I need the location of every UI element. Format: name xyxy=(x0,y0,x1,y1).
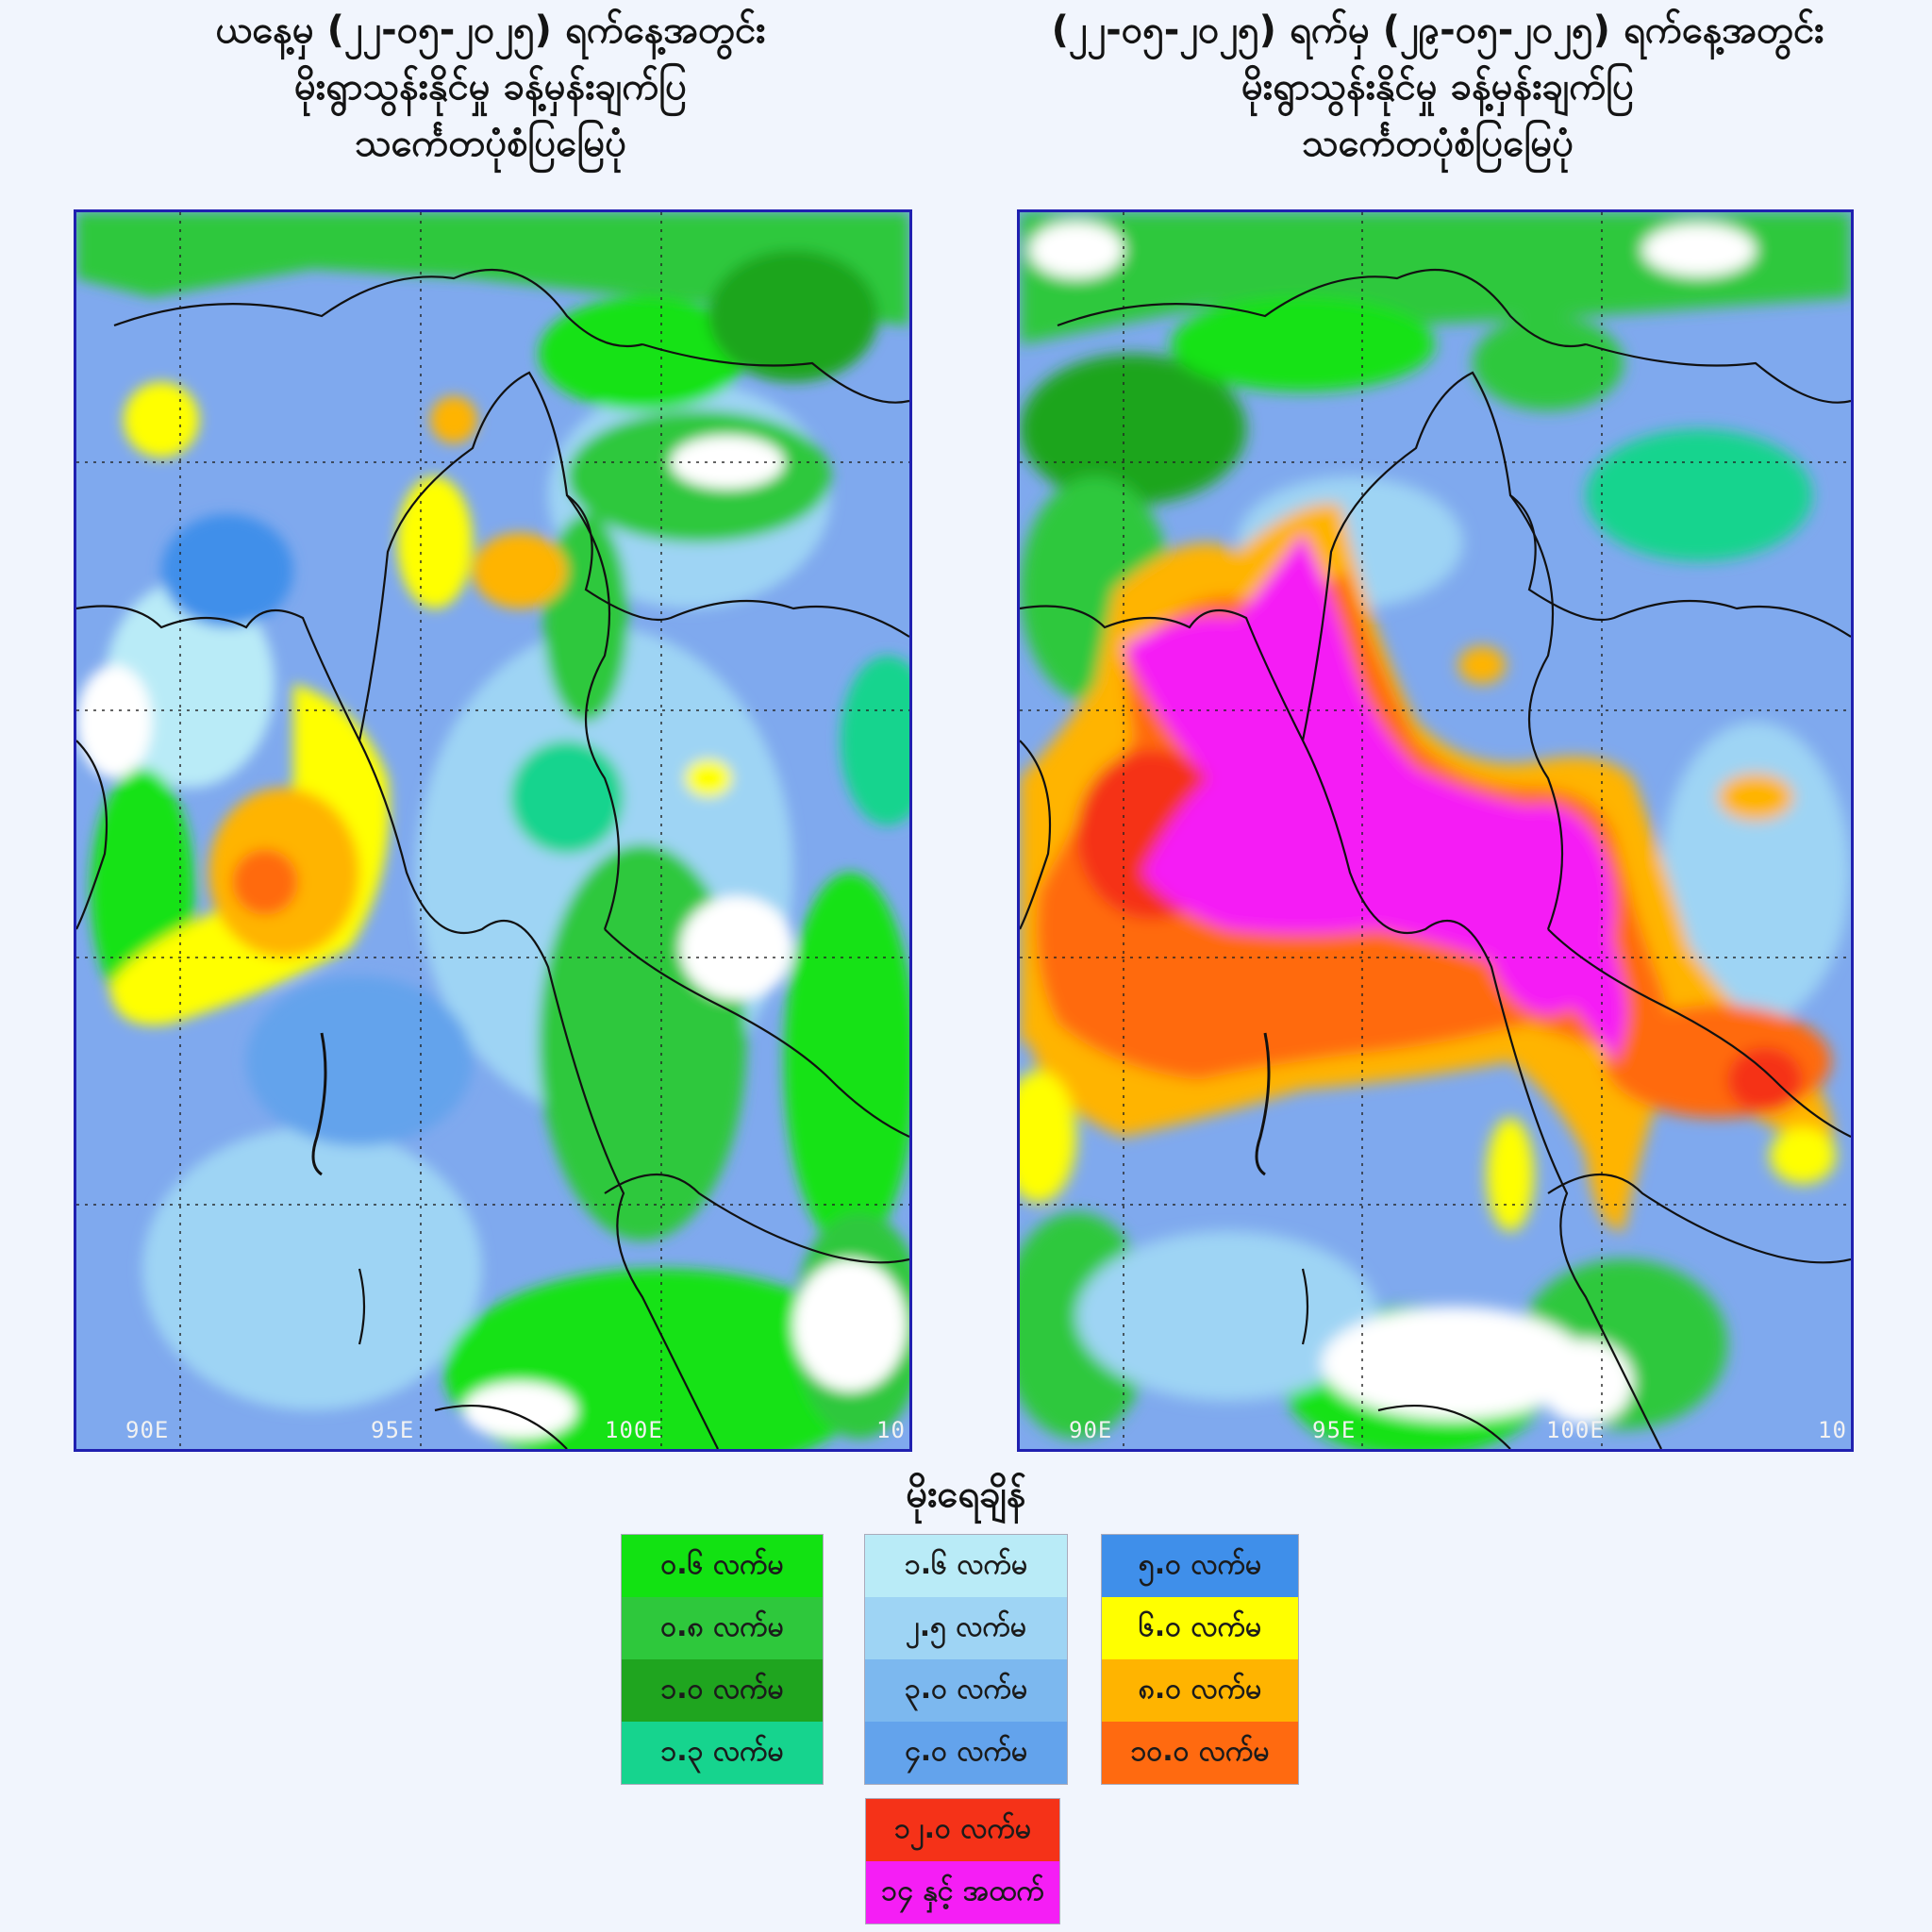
legend-label: ၆.၀ လက်မ xyxy=(1138,1609,1262,1643)
legend-label: ၁.၀ လက်မ xyxy=(660,1672,784,1706)
right-rainfall-map-graphic xyxy=(1020,212,1851,1449)
legend-swatch: ၈.၀ လက်မ xyxy=(1102,1659,1298,1722)
legend-column-blue-orange: ၅.၀ လက်မ ၆.၀ လက်မ ၈.၀ လက်မ ၁၀.၀ လက်မ xyxy=(1101,1534,1299,1785)
legend-label: ၀.၆ လက်မ xyxy=(660,1547,784,1581)
legend-swatch: ၀.၆ လက်မ xyxy=(622,1535,823,1597)
legend-swatch: ၁.၀ လက်မ xyxy=(622,1659,823,1722)
legend-label: ၀.၈ လက်မ xyxy=(660,1609,784,1643)
legend-swatch: ၁၀.၀ လက်မ xyxy=(1102,1722,1298,1784)
legend-label: ၄.၀ လက်မ xyxy=(904,1734,1028,1768)
legend-swatch: ၅.၀ လက်မ xyxy=(1102,1535,1298,1597)
left-lon-label-105e: 10 xyxy=(876,1417,906,1443)
legend-swatch: ၂.၅ လက်မ xyxy=(865,1597,1067,1659)
legend-swatch: ၁၄ နှင့် အထက် xyxy=(866,1861,1059,1924)
left-lon-label-95e: 95E xyxy=(371,1417,415,1443)
legend-label: ၃.၀ လက်မ xyxy=(904,1672,1028,1706)
left-title-line-3: သင်္ကေတပုံစံပြမြေပုံ xyxy=(354,122,627,165)
right-lon-label-105e: 10 xyxy=(1818,1417,1847,1443)
right-lon-label-100e: 100E xyxy=(1546,1417,1605,1443)
legend-label: ၁၂.၀ လက်မ xyxy=(894,1811,1031,1845)
legend-swatch: ၁.၆ လက်မ xyxy=(865,1535,1067,1597)
left-lon-label-100e: 100E xyxy=(605,1417,663,1443)
legend-label: ၈.၀ လက်မ xyxy=(1138,1672,1262,1706)
legend-column-green: ၀.၆ လက်မ ၀.၈ လက်မ ၁.၀ လက်မ ၁.၃ လက်မ xyxy=(621,1534,824,1785)
left-rainfall-map: 90E 95E 100E 10 xyxy=(74,209,912,1452)
legend-swatch: ၃.၀ လက်မ xyxy=(865,1659,1067,1722)
legend-label: ၂.၅ လက်မ xyxy=(905,1609,1027,1643)
right-title-line-2: မိုးရွာသွန်းနိုင်မှု ခန့်မှန်းချက်ပြ xyxy=(1241,65,1634,108)
left-lon-label-90e: 90E xyxy=(125,1417,170,1443)
legend-label: ၁၄ နှင့် အထက် xyxy=(881,1874,1044,1907)
left-title-line-2: မိုးရွာသွန်းနိုင်မှု ခန့်မှန်းချက်ပြ xyxy=(294,65,687,108)
legend-label: ၁.၃ လက်မ xyxy=(660,1734,784,1768)
legend-swatch: ၀.၈ လက်မ xyxy=(622,1597,823,1659)
right-lon-label-90e: 90E xyxy=(1069,1417,1113,1443)
legend-label: ၅.၀ လက်မ xyxy=(1138,1547,1262,1581)
left-map-title: ယနေ့မှ (၂၂-၀၅-၂၀၂၅) ရက်နေ့အတွင်း မိုးရွာ… xyxy=(66,2,915,172)
right-title-line-1: (၂၂-၀၅-၂၀၂၅) ရက်မှ (၂၉-၀၅-၂၀၂၅) ရက်နေ့အတ… xyxy=(1051,8,1824,52)
right-map-title: (၂၂-၀၅-၂၀၂၅) ရက်မှ (၂၉-၀၅-၂၀၂၅) ရက်နေ့အတ… xyxy=(943,2,1932,172)
legend-swatch: ၄.၀ လက်မ xyxy=(865,1722,1067,1784)
legend-label: ၁.၆ လက်မ xyxy=(904,1547,1028,1581)
right-rainfall-map: 90E 95E 100E 10 xyxy=(1017,209,1854,1452)
legend-label: ၁၀.၀ လက်မ xyxy=(1130,1734,1270,1768)
legend-swatch: ၁.၃ လက်မ xyxy=(622,1722,823,1784)
legend-swatch: ၁၂.၀ လက်မ xyxy=(866,1799,1059,1861)
left-rainfall-map-graphic xyxy=(76,212,909,1449)
right-lon-label-95e: 95E xyxy=(1312,1417,1357,1443)
legend-column-light-blue: ၁.၆ လက်မ ၂.၅ လက်မ ၃.၀ လက်မ ၄.၀ လက်မ xyxy=(864,1534,1068,1785)
legend-column-red-magenta: ၁၂.၀ လက်မ ၁၄ နှင့် အထက် xyxy=(865,1798,1060,1924)
right-title-line-3: သင်္ကေတပုံစံပြမြေပုံ xyxy=(1301,122,1574,165)
left-title-line-1: ယနေ့မှ (၂၂-၀၅-၂၀၂၅) ရက်နေ့အတွင်း xyxy=(215,8,766,52)
legend-title: မိုးရေချိန် xyxy=(906,1473,1026,1516)
legend-swatch: ၆.၀ လက်မ xyxy=(1102,1597,1298,1659)
